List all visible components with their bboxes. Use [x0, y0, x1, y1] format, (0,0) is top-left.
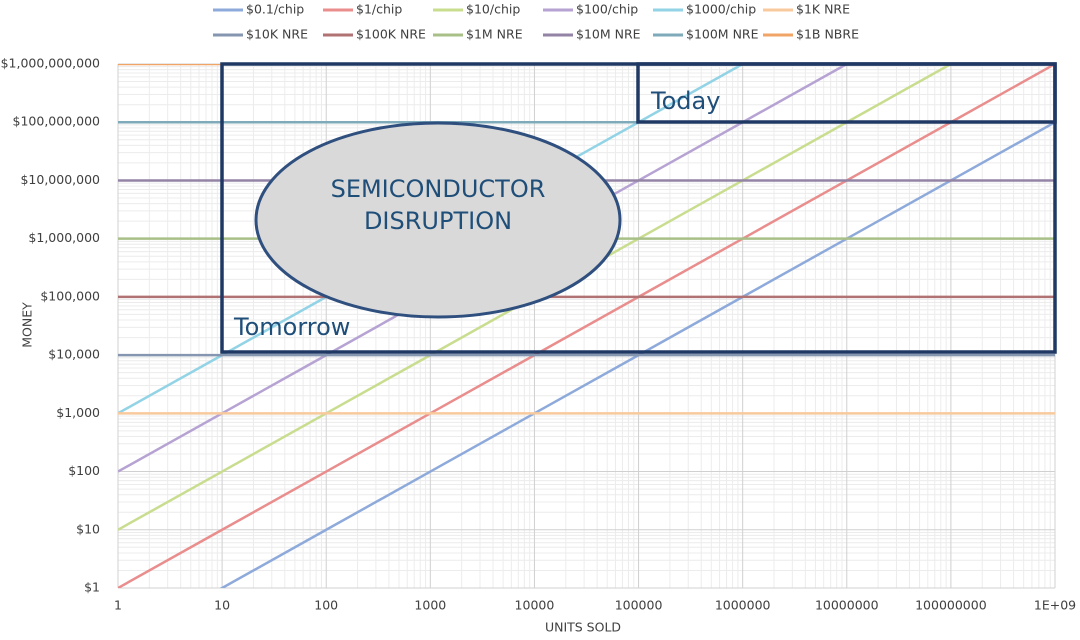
- y-tick-label: $100,000,000: [13, 114, 101, 129]
- y-tick-label: $100: [68, 463, 100, 478]
- legend-label: $1M NRE: [466, 27, 523, 42]
- x-tick-label: 1000000: [715, 598, 771, 613]
- x-tick-label: 10: [214, 598, 230, 613]
- legend-label: $1B NBRE: [796, 27, 859, 42]
- y-tick-label: $1,000,000: [28, 230, 100, 245]
- tomorrow-label: Tomorrow: [233, 313, 350, 341]
- y-tick-label: $1,000,000,000: [1, 56, 100, 71]
- ellipse-label: DISRUPTION: [364, 207, 512, 235]
- y-axis-title: MONEY: [20, 302, 35, 348]
- series-line: [118, 64, 746, 415]
- y-tick-label: $1,000: [56, 405, 100, 420]
- x-tick-label: 10000: [515, 598, 555, 613]
- legend-label: $1K NRE: [796, 2, 850, 17]
- legend-label: $10/chip: [466, 2, 520, 17]
- x-tick-label: 1E+09: [1034, 598, 1076, 613]
- series-line: [118, 64, 1055, 588]
- legend-label: $1000/chip: [686, 2, 756, 17]
- legend: $0.1/chip $1/chip $10/chip $100/chip $1000/c…: [213, 2, 859, 42]
- series-line: [219, 121, 1055, 588]
- y-tick-label: $10: [76, 521, 100, 536]
- axes: 1 10 100 1000 10000 100000 1000000 10000000 1000…: [1, 56, 1077, 613]
- disruption-ellipse: [254, 121, 622, 319]
- x-tick-label: 1: [114, 598, 122, 613]
- y-tick-label: $10,000: [48, 347, 100, 362]
- legend-label: $0.1/chip: [246, 2, 304, 17]
- today-box: [636, 62, 1057, 124]
- x-axis-title: UNITS SOLD: [545, 620, 621, 635]
- x-tick-label: 10000000: [815, 598, 879, 613]
- x-tick-label: 100000000: [915, 598, 987, 613]
- y-tick-label: $10,000,000: [20, 172, 100, 187]
- x-tick-label: 100000: [615, 598, 663, 613]
- legend-label: $100K NRE: [356, 27, 426, 42]
- y-tick-label: $100,000: [40, 288, 100, 303]
- x-tick-label: 100: [314, 598, 338, 613]
- ellipse-label: SEMICONDUCTOR: [331, 175, 546, 203]
- legend-label: $100M NRE: [686, 27, 759, 42]
- x-tick-label: 1000: [414, 598, 446, 613]
- legend-label: $10K NRE: [246, 27, 308, 42]
- today-label: Today: [650, 87, 720, 115]
- y-tick-label: $1: [84, 580, 100, 595]
- legend-label: $1/chip: [356, 2, 402, 17]
- legend-label: $100/chip: [576, 2, 638, 17]
- legend-label: $10M NRE: [576, 27, 641, 42]
